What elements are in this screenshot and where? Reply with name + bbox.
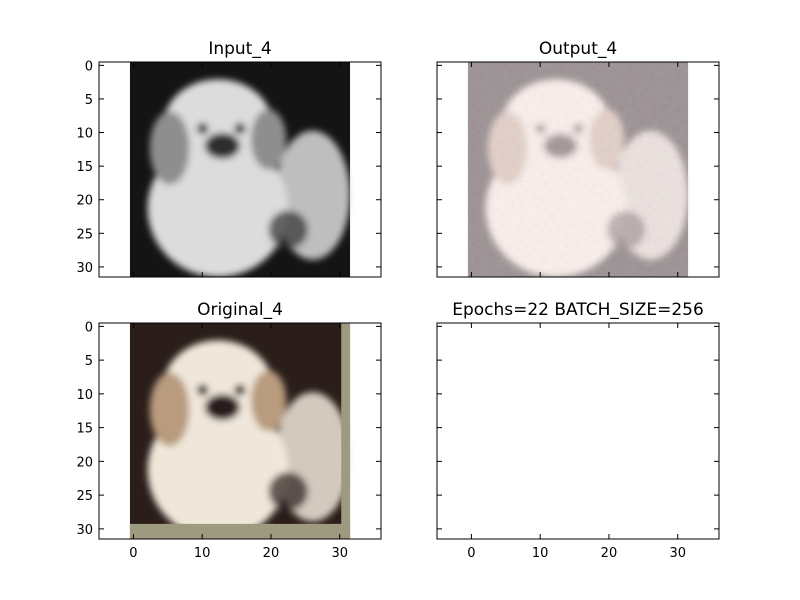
x-tick-label: 10 — [194, 546, 211, 561]
y-tick-label: 5 — [85, 93, 93, 108]
y-tick-label: 20 — [76, 455, 93, 470]
axes-frame — [436, 61, 720, 278]
x-tick-label: 20 — [263, 546, 280, 561]
panel-empty: Epochs=22 BATCH_SIZE=256 0 10 20 30 — [436, 300, 720, 561]
x-tick-label: 20 — [601, 546, 618, 561]
panel-title: Original_4 — [197, 300, 283, 320]
y-tick-label: 15 — [76, 160, 93, 175]
axes-frame — [98, 322, 382, 540]
y-tick-label: 20 — [76, 194, 93, 209]
noise-overlay — [467, 62, 689, 277]
dog-shape — [147, 340, 351, 539]
x-tick-label: 30 — [331, 546, 348, 561]
y-tick-label: 0 — [85, 59, 93, 74]
panel-original: Original_4 0 10 20 30 0 5 10 15 20 25 30 — [76, 300, 382, 561]
panel-image — [129, 323, 351, 539]
x-tick-label: 10 — [532, 546, 549, 561]
y-tick-label: 25 — [76, 489, 93, 504]
y-tick-label: 30 — [76, 261, 93, 276]
panel-input: Input_4 0 5 10 15 20 25 30 — [76, 39, 382, 278]
panel-title: Input_4 — [208, 39, 271, 59]
image-border — [341, 323, 351, 539]
x-tick-label: 30 — [669, 546, 686, 561]
panel-output: Output_4 — [436, 39, 720, 278]
panel-image — [467, 62, 689, 277]
y-tick-label: 15 — [76, 422, 93, 437]
panel-title: Output_4 — [539, 39, 617, 59]
panel-title: Epochs=22 BATCH_SIZE=256 — [452, 300, 704, 320]
y-tick-label: 10 — [76, 388, 93, 403]
panel-image — [129, 62, 351, 277]
y-tick-label: 25 — [76, 227, 93, 242]
x-tick-label: 0 — [467, 546, 475, 561]
dog-shape — [147, 79, 351, 277]
y-tick-label: 10 — [76, 127, 93, 142]
y-tick-label: 30 — [76, 523, 93, 538]
axes-frame — [98, 61, 382, 278]
y-tick-label: 5 — [85, 354, 93, 369]
x-tick-label: 0 — [129, 546, 137, 561]
y-tick-label: 0 — [85, 320, 93, 335]
axes-frame — [436, 322, 720, 540]
image-border — [129, 523, 351, 539]
